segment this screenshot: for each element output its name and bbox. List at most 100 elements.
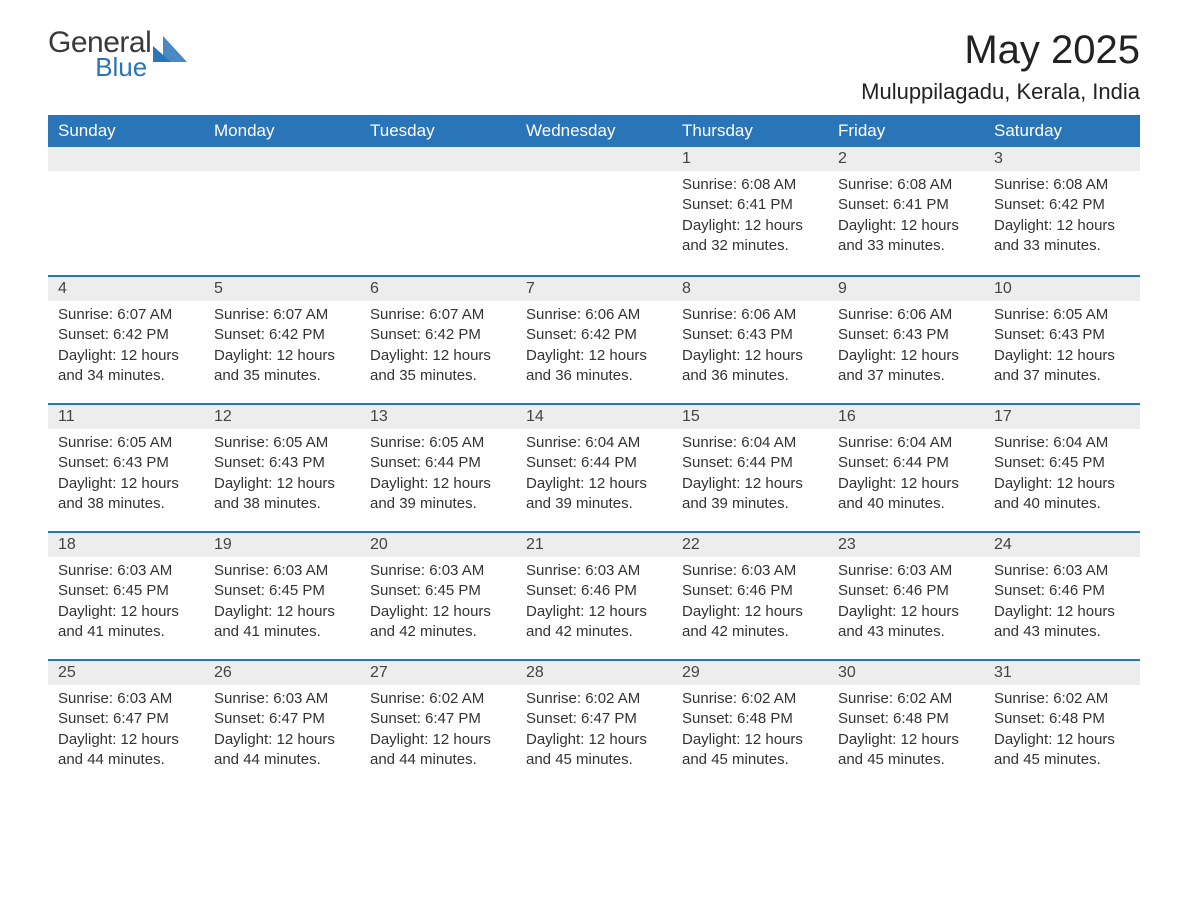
day-body: Sunrise: 6:06 AMSunset: 6:43 PMDaylight:…	[672, 301, 828, 400]
sunset-text: Sunset: 6:48 PM	[682, 709, 818, 729]
brand-logo: General Blue	[48, 28, 189, 80]
sunrise-text: Sunrise: 6:08 AM	[838, 175, 974, 195]
day-number: 17	[984, 403, 1140, 429]
day-number: 12	[204, 403, 360, 429]
day-number	[360, 147, 516, 171]
sunset-text: Sunset: 6:47 PM	[526, 709, 662, 729]
calendar-day-cell: 6Sunrise: 6:07 AMSunset: 6:42 PMDaylight…	[360, 275, 516, 403]
sunrise-text: Sunrise: 6:08 AM	[682, 175, 818, 195]
weekday-header: Friday	[828, 115, 984, 147]
day-number: 31	[984, 659, 1140, 685]
day-body: Sunrise: 6:05 AMSunset: 6:43 PMDaylight:…	[984, 301, 1140, 400]
day-body: Sunrise: 6:05 AMSunset: 6:43 PMDaylight:…	[204, 429, 360, 528]
sunset-text: Sunset: 6:46 PM	[994, 581, 1130, 601]
sunset-text: Sunset: 6:43 PM	[682, 325, 818, 345]
day-body: Sunrise: 6:03 AMSunset: 6:46 PMDaylight:…	[984, 557, 1140, 656]
day-body: Sunrise: 6:05 AMSunset: 6:44 PMDaylight:…	[360, 429, 516, 528]
daylight-text: Daylight: 12 hours and 45 minutes.	[682, 730, 818, 771]
day-number: 3	[984, 147, 1140, 171]
day-body: Sunrise: 6:02 AMSunset: 6:48 PMDaylight:…	[672, 685, 828, 784]
sunrise-text: Sunrise: 6:05 AM	[214, 433, 350, 453]
sunset-text: Sunset: 6:41 PM	[682, 195, 818, 215]
daylight-text: Daylight: 12 hours and 44 minutes.	[370, 730, 506, 771]
day-number: 21	[516, 531, 672, 557]
sunrise-text: Sunrise: 6:03 AM	[370, 561, 506, 581]
sunrise-text: Sunrise: 6:03 AM	[682, 561, 818, 581]
day-body: Sunrise: 6:05 AMSunset: 6:43 PMDaylight:…	[48, 429, 204, 528]
calendar-day-cell: 5Sunrise: 6:07 AMSunset: 6:42 PMDaylight…	[204, 275, 360, 403]
day-number: 19	[204, 531, 360, 557]
day-body: Sunrise: 6:08 AMSunset: 6:42 PMDaylight:…	[984, 171, 1140, 270]
calendar-day-cell: 10Sunrise: 6:05 AMSunset: 6:43 PMDayligh…	[984, 275, 1140, 403]
day-body: Sunrise: 6:03 AMSunset: 6:45 PMDaylight:…	[360, 557, 516, 656]
daylight-text: Daylight: 12 hours and 35 minutes.	[214, 346, 350, 387]
header-block: General Blue May 2025 Muluppilagadu, Ker…	[48, 28, 1140, 105]
daylight-text: Daylight: 12 hours and 32 minutes.	[682, 216, 818, 257]
day-number: 18	[48, 531, 204, 557]
calendar: Sunday Monday Tuesday Wednesday Thursday…	[48, 115, 1140, 787]
calendar-day-cell: 11Sunrise: 6:05 AMSunset: 6:43 PMDayligh…	[48, 403, 204, 531]
calendar-day-cell: 24Sunrise: 6:03 AMSunset: 6:46 PMDayligh…	[984, 531, 1140, 659]
sunrise-text: Sunrise: 6:06 AM	[838, 305, 974, 325]
calendar-empty-cell	[360, 147, 516, 275]
daylight-text: Daylight: 12 hours and 38 minutes.	[58, 474, 194, 515]
sunset-text: Sunset: 6:43 PM	[214, 453, 350, 473]
day-number: 8	[672, 275, 828, 301]
daylight-text: Daylight: 12 hours and 34 minutes.	[58, 346, 194, 387]
sunset-text: Sunset: 6:47 PM	[370, 709, 506, 729]
day-body: Sunrise: 6:07 AMSunset: 6:42 PMDaylight:…	[48, 301, 204, 400]
day-number	[204, 147, 360, 171]
calendar-week: 25Sunrise: 6:03 AMSunset: 6:47 PMDayligh…	[48, 659, 1140, 787]
weekday-header: Thursday	[672, 115, 828, 147]
sunset-text: Sunset: 6:47 PM	[214, 709, 350, 729]
day-number: 13	[360, 403, 516, 429]
sunset-text: Sunset: 6:44 PM	[682, 453, 818, 473]
sunset-text: Sunset: 6:43 PM	[58, 453, 194, 473]
day-body: Sunrise: 6:06 AMSunset: 6:43 PMDaylight:…	[828, 301, 984, 400]
sunrise-text: Sunrise: 6:06 AM	[526, 305, 662, 325]
weekday-header-row: Sunday Monday Tuesday Wednesday Thursday…	[48, 115, 1140, 147]
daylight-text: Daylight: 12 hours and 33 minutes.	[994, 216, 1130, 257]
calendar-day-cell: 17Sunrise: 6:04 AMSunset: 6:45 PMDayligh…	[984, 403, 1140, 531]
calendar-day-cell: 28Sunrise: 6:02 AMSunset: 6:47 PMDayligh…	[516, 659, 672, 787]
daylight-text: Daylight: 12 hours and 42 minutes.	[370, 602, 506, 643]
sunrise-text: Sunrise: 6:03 AM	[214, 689, 350, 709]
daylight-text: Daylight: 12 hours and 37 minutes.	[994, 346, 1130, 387]
daylight-text: Daylight: 12 hours and 45 minutes.	[838, 730, 974, 771]
calendar-day-cell: 25Sunrise: 6:03 AMSunset: 6:47 PMDayligh…	[48, 659, 204, 787]
calendar-day-cell: 20Sunrise: 6:03 AMSunset: 6:45 PMDayligh…	[360, 531, 516, 659]
daylight-text: Daylight: 12 hours and 39 minutes.	[682, 474, 818, 515]
brand-blue: Blue	[95, 54, 147, 80]
day-number: 10	[984, 275, 1140, 301]
location-label: Muluppilagadu, Kerala, India	[861, 79, 1140, 105]
day-body: Sunrise: 6:03 AMSunset: 6:45 PMDaylight:…	[204, 557, 360, 656]
sunset-text: Sunset: 6:45 PM	[214, 581, 350, 601]
sunrise-text: Sunrise: 6:02 AM	[838, 689, 974, 709]
sunset-text: Sunset: 6:45 PM	[58, 581, 194, 601]
day-number: 25	[48, 659, 204, 685]
daylight-text: Daylight: 12 hours and 43 minutes.	[994, 602, 1130, 643]
calendar-day-cell: 14Sunrise: 6:04 AMSunset: 6:44 PMDayligh…	[516, 403, 672, 531]
calendar-day-cell: 3Sunrise: 6:08 AMSunset: 6:42 PMDaylight…	[984, 147, 1140, 275]
sunset-text: Sunset: 6:44 PM	[526, 453, 662, 473]
daylight-text: Daylight: 12 hours and 42 minutes.	[526, 602, 662, 643]
calendar-day-cell: 21Sunrise: 6:03 AMSunset: 6:46 PMDayligh…	[516, 531, 672, 659]
daylight-text: Daylight: 12 hours and 39 minutes.	[526, 474, 662, 515]
sunrise-text: Sunrise: 6:07 AM	[370, 305, 506, 325]
day-body: Sunrise: 6:03 AMSunset: 6:46 PMDaylight:…	[516, 557, 672, 656]
day-body: Sunrise: 6:03 AMSunset: 6:47 PMDaylight:…	[204, 685, 360, 784]
day-body: Sunrise: 6:02 AMSunset: 6:47 PMDaylight:…	[360, 685, 516, 784]
sunrise-text: Sunrise: 6:02 AM	[526, 689, 662, 709]
calendar-day-cell: 7Sunrise: 6:06 AMSunset: 6:42 PMDaylight…	[516, 275, 672, 403]
sunset-text: Sunset: 6:44 PM	[370, 453, 506, 473]
sunset-text: Sunset: 6:42 PM	[214, 325, 350, 345]
day-number	[516, 147, 672, 171]
sunset-text: Sunset: 6:46 PM	[682, 581, 818, 601]
calendar-day-cell: 4Sunrise: 6:07 AMSunset: 6:42 PMDaylight…	[48, 275, 204, 403]
calendar-week: 18Sunrise: 6:03 AMSunset: 6:45 PMDayligh…	[48, 531, 1140, 659]
calendar-week: 11Sunrise: 6:05 AMSunset: 6:43 PMDayligh…	[48, 403, 1140, 531]
weekday-header: Saturday	[984, 115, 1140, 147]
day-body: Sunrise: 6:07 AMSunset: 6:42 PMDaylight:…	[204, 301, 360, 400]
sunrise-text: Sunrise: 6:02 AM	[994, 689, 1130, 709]
title-block: May 2025 Muluppilagadu, Kerala, India	[861, 28, 1140, 105]
